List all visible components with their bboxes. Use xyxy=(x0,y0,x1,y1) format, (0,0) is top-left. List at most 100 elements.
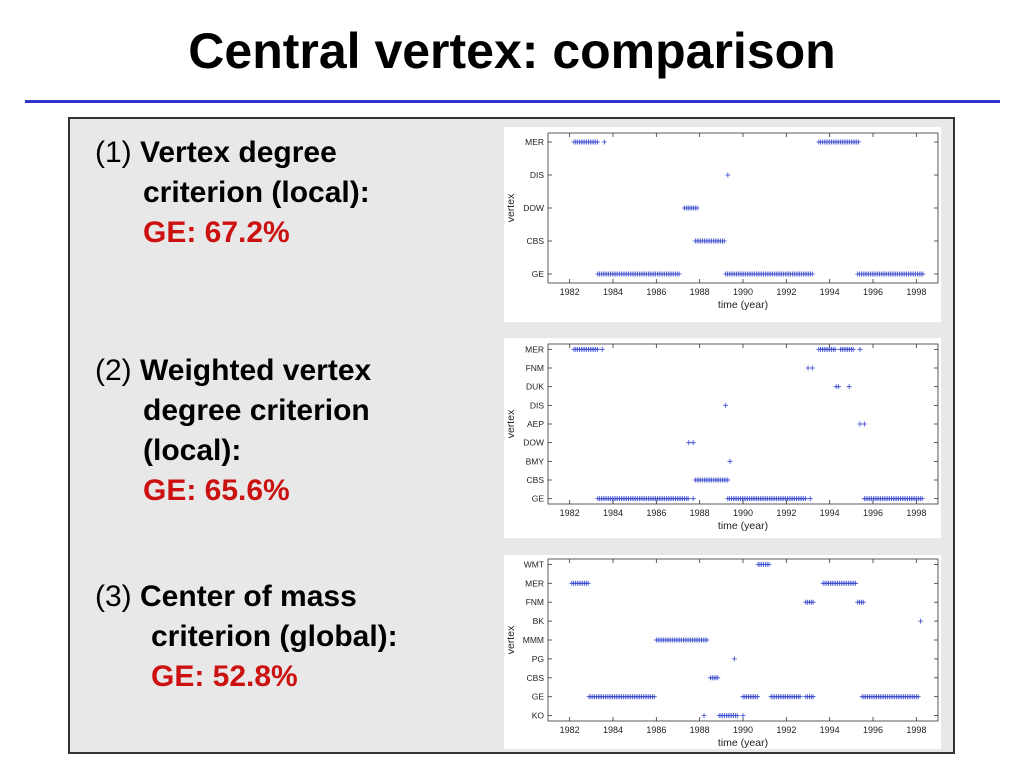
plus-marker xyxy=(701,713,707,719)
plus-marker xyxy=(599,346,605,352)
plus-marker xyxy=(810,599,816,605)
x-tick-label: 1992 xyxy=(776,725,796,735)
plus-marker xyxy=(601,139,607,145)
y-axis-label: vertex xyxy=(505,409,517,438)
x-tick-label: 1990 xyxy=(733,725,753,735)
y-axis-label: vertex xyxy=(505,625,517,654)
y-tick-label: CBS xyxy=(527,673,545,683)
y-tick-label: MER xyxy=(525,137,544,147)
criterion-label-line: Vertex degree xyxy=(140,136,337,169)
x-tick-label: 1994 xyxy=(820,287,840,297)
plus-marker xyxy=(832,346,838,352)
plus-marker xyxy=(805,365,811,371)
x-tick-label: 1982 xyxy=(560,725,580,735)
x-tick-label: 1998 xyxy=(906,725,926,735)
plus-marker xyxy=(754,694,760,700)
title-divider xyxy=(25,100,1000,103)
criterion-2: (2) Weighted vertex degree criterion (lo… xyxy=(95,351,371,511)
plus-marker xyxy=(594,346,600,352)
weighted-vertex-degree-chart-svg: GE CBS BMY DOW AEP DIS DUK FNM MER 1982 1984 1986 19… xyxy=(505,343,939,532)
plus-marker xyxy=(835,384,841,390)
criterion-3: (3) Center of mass criterion (global): G… xyxy=(95,577,398,697)
plus-marker xyxy=(915,694,921,700)
plus-marker xyxy=(919,496,925,502)
ge-score: GE: 67.2% xyxy=(143,216,290,249)
ge-score: GE: 65.6% xyxy=(143,474,290,507)
plus-marker xyxy=(594,139,600,145)
slide-title: Central vertex: comparison xyxy=(188,23,836,79)
y-tick-label: MER xyxy=(525,344,544,354)
ge-score: GE: 52.8% xyxy=(151,660,298,693)
plus-marker xyxy=(810,694,816,700)
y-tick-label: DUK xyxy=(526,382,544,392)
criterion-label-line: degree criterion xyxy=(143,394,370,427)
criterion-number: (1) xyxy=(95,136,132,169)
plot-frame xyxy=(547,343,939,505)
plus-marker xyxy=(861,421,867,427)
plus-marker xyxy=(850,346,856,352)
chart-weighted-vertex-degree: GE CBS BMY DOW AEP DIS DUK FNM MER 1982 1984 1986 19… xyxy=(504,338,941,538)
criterion-label-line: Center of mass xyxy=(140,580,357,613)
plus-marker xyxy=(740,713,746,719)
x-axis-label: time (year) xyxy=(718,520,768,532)
x-axis-label: time (year) xyxy=(718,299,768,311)
y-tick-label: DIS xyxy=(530,170,545,180)
plot-frame xyxy=(547,558,939,722)
plus-marker xyxy=(809,365,815,371)
y-tick-label: MMM xyxy=(523,635,544,645)
x-tick-label: 1994 xyxy=(820,508,840,518)
plus-marker xyxy=(918,618,924,624)
y-tick-label: MER xyxy=(525,578,544,588)
plus-marker xyxy=(731,656,737,662)
y-tick-label: KO xyxy=(532,711,545,721)
y-tick-label: GE xyxy=(532,494,545,504)
plus-marker xyxy=(723,402,729,408)
plus-marker xyxy=(685,496,691,502)
x-tick-label: 1984 xyxy=(603,287,623,297)
x-tick-label: 1996 xyxy=(863,725,883,735)
x-tick-label: 1998 xyxy=(906,287,926,297)
criterion-label-line: criterion (global): xyxy=(151,620,398,653)
plus-marker xyxy=(725,172,731,178)
x-tick-label: 1986 xyxy=(646,508,666,518)
x-tick-label: 1982 xyxy=(560,508,580,518)
plus-marker xyxy=(727,458,733,464)
plus-marker xyxy=(734,713,740,719)
x-tick-label: 1996 xyxy=(863,287,883,297)
y-tick-label: GE xyxy=(532,692,545,702)
x-tick-label: 1990 xyxy=(733,287,753,297)
plus-marker xyxy=(651,694,657,700)
y-tick-label: AEP xyxy=(527,419,544,429)
center-of-mass-chart-svg: KO GE CBS PG MMM BK FNM MER WMT 1982 1984 1986 1988 1… xyxy=(505,558,939,749)
x-tick-label: 1998 xyxy=(906,508,926,518)
plot-frame xyxy=(547,132,939,284)
plus-marker xyxy=(694,205,700,211)
plus-marker xyxy=(766,561,772,567)
plus-marker xyxy=(802,496,808,502)
x-tick-label: 1984 xyxy=(603,725,623,735)
y-tick-label: BMY xyxy=(526,456,545,466)
x-tick-label: 1988 xyxy=(690,287,710,297)
plus-marker xyxy=(853,580,859,586)
plus-marker xyxy=(715,675,721,681)
criterion-number: (3) xyxy=(95,580,132,613)
plus-marker xyxy=(920,271,926,277)
plus-marker xyxy=(846,384,852,390)
plus-marker xyxy=(807,496,813,502)
x-tick-label: 1996 xyxy=(863,508,883,518)
x-tick-label: 1986 xyxy=(646,287,666,297)
plus-marker xyxy=(856,139,862,145)
y-tick-label: CBS xyxy=(527,475,545,485)
x-tick-label: 1982 xyxy=(560,287,580,297)
criterion-number: (2) xyxy=(95,354,132,387)
chart-vertex-degree: GE CBS DOW DIS MER 1982 1984 1986 1988 1990 1992 19… xyxy=(504,127,941,322)
plus-marker xyxy=(809,271,815,277)
y-tick-label: FNM xyxy=(526,363,544,373)
plus-marker xyxy=(686,440,692,446)
plus-marker xyxy=(676,271,682,277)
plus-marker xyxy=(585,580,591,586)
criterion-1: (1) Vertex degree criterion (local): GE:… xyxy=(95,133,370,253)
criterion-label-line: criterion (local): xyxy=(143,176,370,209)
y-tick-label: CBS xyxy=(527,236,545,246)
y-tick-label: GE xyxy=(532,269,545,279)
